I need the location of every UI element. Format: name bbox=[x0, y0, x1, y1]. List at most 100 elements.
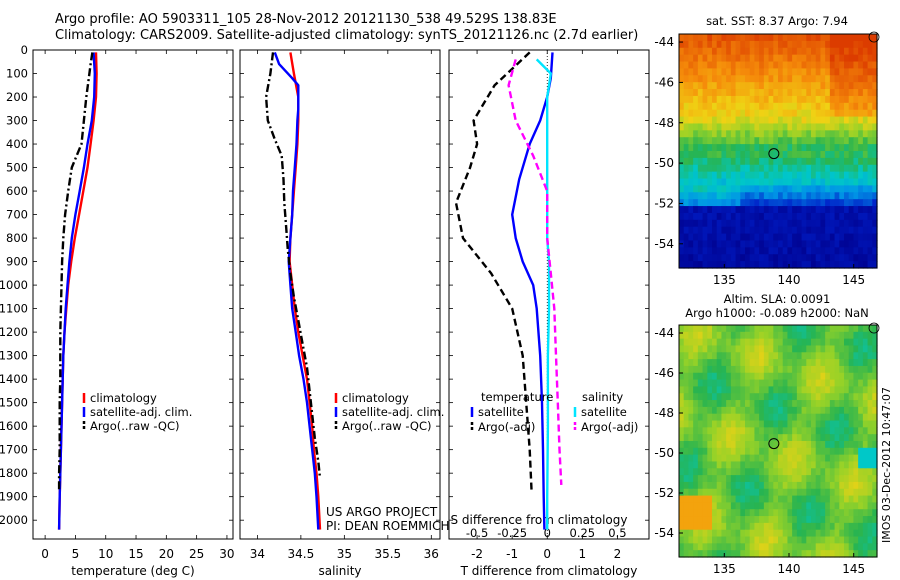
sla-map-cell bbox=[867, 359, 873, 367]
sla-map-cell bbox=[815, 522, 822, 531]
figure-title-line-2: Climatology: CARS2009. Satellite-adjuste… bbox=[55, 28, 639, 43]
sla-map-cell bbox=[740, 393, 746, 401]
sla-map-cell bbox=[683, 352, 690, 360]
sla-map-cell bbox=[697, 379, 704, 388]
sla-map-cell bbox=[792, 393, 798, 401]
depth-tick-label: 400 bbox=[6, 137, 28, 151]
sst-map-cell bbox=[759, 171, 765, 180]
sst-map-cell bbox=[768, 178, 774, 187]
sla-map-cell bbox=[820, 325, 826, 333]
sla-map-cell bbox=[726, 427, 732, 435]
sla-map-cell bbox=[754, 406, 760, 415]
sst-map-cell bbox=[688, 164, 694, 173]
sla-map-cell bbox=[721, 352, 727, 360]
sst-map-cell bbox=[683, 68, 690, 76]
sst-map-cell bbox=[749, 75, 756, 83]
sla-map-cell bbox=[721, 475, 727, 483]
sla-map-cell bbox=[707, 441, 713, 449]
sla-map-cell bbox=[811, 365, 817, 374]
sla-map-cell bbox=[858, 468, 864, 476]
sla-map-cell bbox=[787, 454, 793, 463]
sst-map-cell bbox=[721, 61, 727, 70]
sst-map-cell bbox=[679, 199, 685, 207]
sst-map-cell bbox=[825, 82, 831, 90]
sla-map-cell bbox=[792, 420, 798, 428]
sst-map-cell bbox=[702, 61, 708, 70]
sst-map-cell bbox=[749, 233, 756, 242]
sla-map-cell bbox=[697, 413, 704, 422]
sst-map-cell bbox=[693, 254, 699, 262]
sla-map-cell bbox=[768, 475, 774, 483]
sst-map-cell bbox=[829, 206, 836, 214]
sst-map-cell bbox=[862, 226, 869, 235]
sst-map-cell bbox=[707, 95, 713, 104]
sla-map-cell bbox=[730, 379, 737, 388]
sla-map-cell bbox=[792, 454, 798, 463]
sst-map-cell bbox=[848, 261, 855, 269]
sst-map-cell bbox=[712, 95, 718, 104]
sst-map-cell bbox=[792, 144, 798, 152]
sst-map-cell bbox=[778, 34, 784, 42]
sla-map-cell bbox=[782, 475, 789, 483]
sla-map-cell bbox=[825, 447, 831, 456]
sla-map-cell bbox=[792, 386, 798, 394]
sla-map-cell bbox=[688, 550, 694, 558]
sst-map-cell bbox=[683, 219, 690, 228]
sst-map-cell bbox=[745, 226, 751, 235]
sla-map-cell bbox=[716, 488, 723, 497]
sst-map-cell bbox=[862, 116, 869, 125]
sst-map-cell bbox=[712, 102, 718, 111]
sst-map-cell bbox=[825, 178, 831, 187]
sst-map-cell bbox=[839, 171, 845, 180]
sst-map-cell bbox=[825, 47, 831, 56]
sla-map-cell bbox=[759, 543, 765, 551]
sst-map-cell bbox=[829, 95, 836, 104]
sst-map-cell bbox=[834, 199, 840, 207]
sst-map-cell bbox=[862, 151, 869, 159]
sst-map-cell bbox=[716, 261, 723, 269]
sst-map-cell bbox=[768, 219, 774, 228]
sst-map-cell bbox=[773, 185, 779, 193]
sla-map-cell bbox=[872, 393, 878, 401]
sla-map-cell bbox=[792, 359, 798, 367]
sst-map-cell bbox=[796, 199, 803, 207]
sla-map-cell bbox=[806, 441, 812, 449]
sla-map-cell bbox=[754, 550, 760, 558]
sla-map-cell bbox=[848, 536, 855, 544]
sst-map-cell bbox=[815, 219, 822, 228]
sla-map-cell bbox=[721, 488, 727, 497]
differences-x-tick-label: 0 bbox=[543, 547, 551, 561]
sla-map-cell bbox=[867, 400, 873, 408]
sst-map-cell bbox=[754, 54, 760, 63]
sst-map-cell bbox=[853, 247, 859, 255]
sst-map-cell bbox=[726, 247, 732, 255]
sst-map-cell bbox=[740, 89, 746, 97]
sst-map-cell bbox=[726, 68, 732, 76]
sla-map-cell bbox=[740, 543, 746, 551]
sst-map-cell bbox=[768, 47, 774, 56]
sst-map-cell bbox=[782, 261, 789, 269]
sla-map-cell bbox=[867, 393, 873, 401]
sst-map-cell bbox=[754, 116, 760, 125]
sla-map-cell bbox=[702, 536, 708, 544]
sla-map-cell bbox=[872, 454, 878, 463]
sst-map-cell bbox=[712, 178, 718, 187]
sla-map-cell bbox=[839, 441, 845, 449]
sst-map-cell bbox=[740, 123, 746, 131]
sla-map-cell bbox=[721, 495, 727, 504]
sla-map-cell bbox=[745, 325, 751, 333]
sla-map-cell bbox=[801, 481, 807, 490]
sst-map-cell bbox=[697, 116, 704, 125]
sst-map-cell bbox=[707, 116, 713, 125]
sst-map-cell bbox=[820, 130, 826, 138]
sla-map-cell bbox=[848, 543, 855, 551]
sst-map-cell bbox=[825, 40, 831, 49]
sst-map-cell bbox=[740, 240, 746, 248]
sla-map-cell bbox=[688, 447, 694, 456]
sla-map-cell bbox=[853, 441, 859, 449]
sla-map-cell bbox=[768, 386, 774, 394]
sst-map-cell bbox=[712, 82, 718, 90]
sst-map-cell bbox=[726, 109, 732, 118]
sst-map-cell bbox=[740, 233, 746, 242]
sst-map-cell bbox=[745, 206, 751, 214]
